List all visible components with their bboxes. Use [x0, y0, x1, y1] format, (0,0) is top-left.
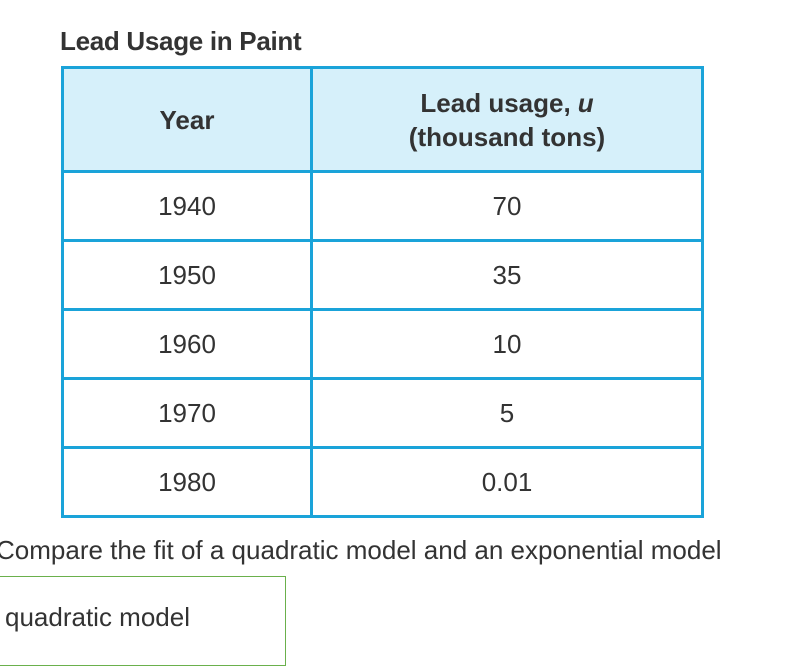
answer-option[interactable]: quadratic model — [0, 576, 286, 666]
table-cell: 5 — [310, 377, 704, 449]
header-cell: Year — [61, 66, 313, 173]
header-unit: (thousand tons) — [408, 121, 606, 152]
table-title: Lead Usage in Paint — [60, 26, 302, 56]
table-row: 1950 35 — [61, 239, 704, 311]
table-cell: 1960 — [61, 308, 313, 380]
table-cell: 1950 — [61, 239, 313, 311]
header-cell: Lead usage, u (thousand tons) — [310, 66, 704, 173]
table-cell: 35 — [310, 239, 704, 311]
option-label: quadratic model — [5, 602, 190, 632]
table-head: Year Lead usage, u (thousand tons) — [61, 66, 704, 173]
table-cell: 0.01 — [310, 446, 704, 518]
table-cell: 1980 — [61, 446, 313, 518]
table-cell: 70 — [310, 170, 704, 242]
question-text: Compare the fit of a quadratic model and… — [0, 535, 722, 565]
table-row: 1960 10 — [61, 308, 704, 380]
table-cell: 1940 — [61, 170, 313, 242]
header-variable: u — [577, 87, 594, 118]
table-row: 1980 0.01 — [61, 446, 704, 518]
table-cell: 10 — [310, 308, 704, 380]
table-row: 1970 5 — [61, 377, 704, 449]
table-cell: 1970 — [61, 377, 313, 449]
data-table: Year Lead usage, u (thousand tons) 1940 70 1… — [61, 66, 704, 518]
header-text: Lead usage, — [420, 87, 571, 118]
table-body: 1940 70 1950 35 1960 10 1970 5 1980 0.01 — [61, 170, 704, 518]
table-row: 1940 70 — [61, 170, 704, 242]
header-row: Year Lead usage, u (thousand tons) — [61, 66, 704, 173]
